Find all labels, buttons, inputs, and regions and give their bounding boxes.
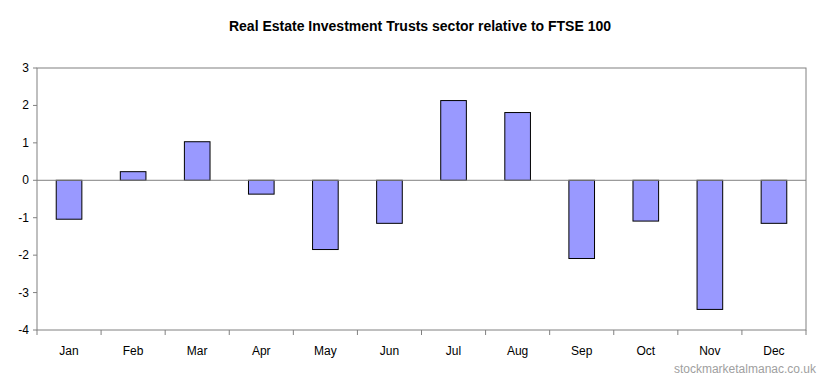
x-tick [421,330,422,335]
x-tick [229,330,230,335]
y-tick-label: 1 [22,136,29,150]
bar [633,180,659,221]
y-tick [33,142,37,143]
chart: Real Estate Investment Trusts sector rel… [0,0,823,378]
x-tick-label: Apr [252,344,271,358]
x-tick-label: Feb [123,344,144,358]
bar [313,180,339,249]
x-tick [485,330,486,335]
bar [120,172,146,181]
x-tick [37,330,38,335]
x-tick [613,330,614,335]
x-tick [549,330,550,335]
x-tick [806,330,807,335]
x-tick [741,330,742,335]
x-tick-label: May [314,344,337,358]
x-tick [293,330,294,335]
y-tick [33,105,37,106]
bar [505,113,531,181]
x-tick-label: Aug [507,344,528,358]
x-tick-label: Oct [636,344,655,358]
zero-line [37,180,806,181]
x-tick [165,330,166,335]
bar [697,180,723,309]
y-tick [33,217,37,218]
bar [761,180,787,223]
plot-frame [37,68,806,330]
bar [56,180,82,219]
chart-container: Real Estate Investment Trusts sector rel… [0,0,823,378]
title: Real Estate Investment Trusts sector rel… [229,18,611,34]
y-tick-label: -2 [18,248,29,262]
y-tick-label: -3 [18,286,29,300]
y-tick [33,180,37,181]
x-tick-label: Jul [446,344,461,358]
y-tick-label: 3 [22,61,29,75]
y-tick-label: 0 [22,173,29,187]
bar [441,101,467,181]
y-tick-label: -4 [18,323,29,337]
bar [184,142,210,181]
x-tick [357,330,358,335]
x-tick-label: Jun [380,344,399,358]
bar [377,180,403,223]
x-tick [677,330,678,335]
source: stockmarketalmanac.co.uk [674,362,817,376]
x-tick-label: Jan [59,344,78,358]
y-tick [33,330,37,331]
bar [569,180,595,258]
y-tick-label: 2 [22,98,29,112]
x-tick [101,330,102,335]
x-tick-label: Dec [763,344,784,358]
bar [248,180,274,194]
y-tick [33,292,37,293]
y-tick [33,68,37,69]
y-tick [33,255,37,256]
x-tick-label: Sep [571,344,593,358]
x-tick-label: Mar [187,344,208,358]
x-tick-label: Nov [699,344,720,358]
bars [56,101,787,310]
y-tick-label: -1 [18,211,29,225]
